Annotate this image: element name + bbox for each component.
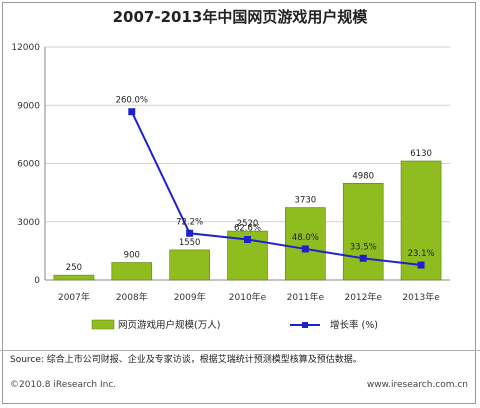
y-tick-label: 3000 [17,218,40,228]
growth-data-label: 48.0% [292,233,319,243]
y-tick-label: 12000 [11,43,40,53]
y-tick-label: 6000 [17,160,40,170]
x-tick-label: 2009年 [174,291,206,303]
bar [285,207,326,281]
bar-data-label: 900 [124,251,140,261]
growth-marker [244,235,251,243]
growth-marker [128,108,136,116]
bar [169,249,210,281]
growth-data-labels: 260.0% 72.2% 62.6% 48.0% 33.5% 23.1% [116,96,435,259]
x-tick-label: 2012年e [344,291,382,303]
growth-marker [301,245,309,253]
source-note: Source: 综合上市公司财报、企业及专家访谈，根据艾瑞统计预测模型核算及预估… [10,355,362,365]
x-tick-label: 2013年e [402,291,440,303]
growth-line-series [128,108,425,269]
chart-frame [2,2,476,404]
y-tick-label: 9000 [17,101,40,111]
growth-marker [417,261,425,269]
growth-marker [359,254,367,262]
bar-data-label: 3730 [295,196,317,206]
legend: 网页游戏用户规模(万人) 增长率 (%) [91,319,378,331]
growth-marker [186,229,194,237]
x-tick-label: 2007年 [58,291,90,303]
legend-bar-swatch [91,319,115,330]
bar-data-label: 1550 [179,238,201,248]
bar [111,262,153,281]
bar [342,183,384,281]
x-tick-label: 2010年e [229,291,267,303]
y-tick-label: 0 [34,276,40,286]
growth-line [130,111,422,267]
bar-series [53,160,442,281]
y-tick-labels: 0 3000 6000 9000 12000 [11,43,40,286]
legend-line-label: 增长率 (%) [330,319,378,331]
bar-data-label: 6130 [410,149,432,159]
growth-data-label: 62.6% [234,223,261,233]
bar [400,160,442,281]
copyright: ©2010.8 iResearch Inc. [10,380,117,390]
bar-data-label: 250 [66,263,82,273]
growth-data-label: 33.5% [350,242,377,252]
source-divider [0,350,480,351]
x-tick-label: 2008年 [116,291,148,303]
x-tick-labels: 2007年 2008年 2009年 2010年e 2011年e 2012年e 2013年e [58,291,440,303]
legend-bar-label: 网页游戏用户规模(万人) [118,319,220,331]
bar-data-label: 4980 [352,171,374,181]
x-tick-label: 2011年e [287,291,325,303]
growth-data-label: 260.0% [116,96,148,106]
website: www.iresearch.com.cn [366,380,468,390]
bar [53,274,95,281]
chart-svg: 0 3000 6000 9000 12000 250 900 1550 2520 3730 498… [11,43,450,331]
chart-title: 2007-2013年中国网页游戏用户规模 [112,8,368,26]
growth-data-label: 72.2% [176,217,203,227]
bar-data-label: 2520 [237,219,259,229]
legend-line-marker [302,322,308,328]
growth-data-label: 23.1% [408,249,435,259]
bar-data-labels: 250 900 1550 2520 3730 4980 6130 [66,149,432,273]
